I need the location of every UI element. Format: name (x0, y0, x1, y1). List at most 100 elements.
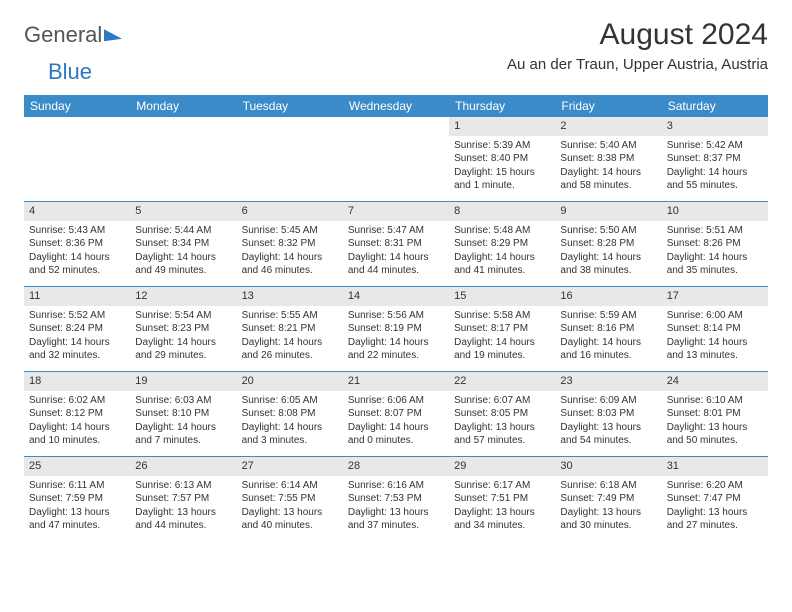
daylight-text: Daylight: 14 hours (348, 421, 444, 435)
daylight-text: and 0 minutes. (348, 434, 444, 448)
sunrise-text: Sunrise: 6:11 AM (29, 479, 125, 493)
daylight-text: Daylight: 14 hours (29, 336, 125, 350)
daylight-text: Daylight: 14 hours (560, 251, 656, 265)
sunset-text: Sunset: 8:28 PM (560, 237, 656, 251)
day-number: 26 (130, 457, 236, 476)
day-number: 11 (24, 287, 130, 306)
daylight-text: and 38 minutes. (560, 264, 656, 278)
daylight-text: and 7 minutes. (135, 434, 231, 448)
day-body: Sunrise: 6:10 AMSunset: 8:01 PMDaylight:… (662, 391, 768, 453)
day-number: 18 (24, 372, 130, 391)
logo-word2: Blue (48, 59, 92, 84)
day-body: Sunrise: 6:02 AMSunset: 8:12 PMDaylight:… (24, 391, 130, 453)
sunset-text: Sunset: 8:03 PM (560, 407, 656, 421)
day-number: 14 (343, 287, 449, 306)
sunrise-text: Sunrise: 6:09 AM (560, 394, 656, 408)
sunset-text: Sunset: 8:14 PM (667, 322, 763, 336)
weekday-header: Saturday (662, 95, 768, 117)
day-body: Sunrise: 6:13 AMSunset: 7:57 PMDaylight:… (130, 476, 236, 538)
day-number: 20 (237, 372, 343, 391)
daylight-text: and 46 minutes. (242, 264, 338, 278)
sunset-text: Sunset: 8:19 PM (348, 322, 444, 336)
daylight-text: Daylight: 14 hours (29, 421, 125, 435)
location-text: Au an der Traun, Upper Austria, Austria (507, 56, 768, 73)
daylight-text: and 35 minutes. (667, 264, 763, 278)
day-body: Sunrise: 5:44 AMSunset: 8:34 PMDaylight:… (130, 221, 236, 283)
weekday-header: Tuesday (237, 95, 343, 117)
daylight-text: and 57 minutes. (454, 434, 550, 448)
daylight-text: and 10 minutes. (29, 434, 125, 448)
sunset-text: Sunset: 8:23 PM (135, 322, 231, 336)
day-cell (343, 117, 449, 201)
daylight-text: Daylight: 14 hours (348, 336, 444, 350)
daylight-text: and 52 minutes. (29, 264, 125, 278)
daylight-text: and 19 minutes. (454, 349, 550, 363)
sunrise-text: Sunrise: 5:56 AM (348, 309, 444, 323)
sunrise-text: Sunrise: 6:06 AM (348, 394, 444, 408)
day-cell: 29Sunrise: 6:17 AMSunset: 7:51 PMDayligh… (449, 457, 555, 541)
day-number: 13 (237, 287, 343, 306)
daylight-text: and 26 minutes. (242, 349, 338, 363)
day-body: Sunrise: 5:51 AMSunset: 8:26 PMDaylight:… (662, 221, 768, 283)
sunrise-text: Sunrise: 6:03 AM (135, 394, 231, 408)
sunset-text: Sunset: 8:40 PM (454, 152, 550, 166)
sunrise-text: Sunrise: 6:13 AM (135, 479, 231, 493)
weekday-header-row: Sunday Monday Tuesday Wednesday Thursday… (24, 95, 768, 117)
day-number: 22 (449, 372, 555, 391)
day-body: Sunrise: 6:17 AMSunset: 7:51 PMDaylight:… (449, 476, 555, 538)
weekday-header: Monday (130, 95, 236, 117)
daylight-text: Daylight: 14 hours (29, 251, 125, 265)
day-cell (130, 117, 236, 201)
sunrise-text: Sunrise: 6:20 AM (667, 479, 763, 493)
daylight-text: Daylight: 13 hours (454, 421, 550, 435)
sunset-text: Sunset: 7:55 PM (242, 492, 338, 506)
sunset-text: Sunset: 8:24 PM (29, 322, 125, 336)
week-row: 25Sunrise: 6:11 AMSunset: 7:59 PMDayligh… (24, 456, 768, 541)
day-number: 5 (130, 202, 236, 221)
sunset-text: Sunset: 8:31 PM (348, 237, 444, 251)
daylight-text: and 50 minutes. (667, 434, 763, 448)
day-cell: 14 Sunrise: 5:56 AMSunset: 8:19 PMDayligh… (343, 287, 449, 371)
day-number: 6 (237, 202, 343, 221)
day-cell: 2Sunrise: 5:40 AMSunset: 8:38 PMDaylight… (555, 117, 661, 201)
daylight-text: Daylight: 14 hours (667, 166, 763, 180)
daylight-text: Daylight: 14 hours (454, 336, 550, 350)
sunrise-text: Sunrise: 6:07 AM (454, 394, 550, 408)
week-row: 18Sunrise: 6:02 AMSunset: 8:12 PMDayligh… (24, 371, 768, 456)
daylight-text: and 47 minutes. (29, 519, 125, 533)
sunrise-text: Sunrise: 6:14 AM (242, 479, 338, 493)
sunset-text: Sunset: 8:16 PM (560, 322, 656, 336)
day-body: Sunrise: 6:18 AMSunset: 7:49 PMDaylight:… (555, 476, 661, 538)
day-cell: 16Sunrise: 5:59 AMSunset: 8:16 PMDayligh… (555, 287, 661, 371)
day-number: 29 (449, 457, 555, 476)
day-number: 16 (555, 287, 661, 306)
sunrise-text: Sunrise: 5:42 AM (667, 139, 763, 153)
daylight-text: Daylight: 14 hours (135, 251, 231, 265)
sunrise-text: Sunrise: 5:55 AM (242, 309, 338, 323)
weekday-header: Friday (555, 95, 661, 117)
day-cell: 17Sunrise: 6:00 AMSunset: 8:14 PMDayligh… (662, 287, 768, 371)
day-cell: 7Sunrise: 5:47 AMSunset: 8:31 PMDaylight… (343, 202, 449, 286)
sunset-text: Sunset: 8:32 PM (242, 237, 338, 251)
day-body: Sunrise: 5:58 AMSunset: 8:17 PMDaylight:… (449, 306, 555, 368)
sunset-text: Sunset: 8:08 PM (242, 407, 338, 421)
day-cell: 3Sunrise: 5:42 AMSunset: 8:37 PMDaylight… (662, 117, 768, 201)
sunset-text: Sunset: 7:53 PM (348, 492, 444, 506)
day-number: 2 (555, 117, 661, 136)
daylight-text: Daylight: 14 hours (667, 336, 763, 350)
sunrise-text: Sunrise: 6:00 AM (667, 309, 763, 323)
day-cell: 28Sunrise: 6:16 AMSunset: 7:53 PMDayligh… (343, 457, 449, 541)
daylight-text: Daylight: 14 hours (242, 251, 338, 265)
page-title: August 2024 (507, 18, 768, 52)
sunrise-text: Sunrise: 6:17 AM (454, 479, 550, 493)
sunset-text: Sunset: 7:57 PM (135, 492, 231, 506)
title-block: August 2024 Au an der Traun, Upper Austr… (507, 18, 768, 73)
sunrise-text: Sunrise: 6:05 AM (242, 394, 338, 408)
sunset-text: Sunset: 8:29 PM (454, 237, 550, 251)
daylight-text: and 49 minutes. (135, 264, 231, 278)
daylight-text: Daylight: 15 hours (454, 166, 550, 180)
sunrise-text: Sunrise: 5:58 AM (454, 309, 550, 323)
sunset-text: Sunset: 7:47 PM (667, 492, 763, 506)
day-number: 31 (662, 457, 768, 476)
sunrise-text: Sunrise: 5:43 AM (29, 224, 125, 238)
